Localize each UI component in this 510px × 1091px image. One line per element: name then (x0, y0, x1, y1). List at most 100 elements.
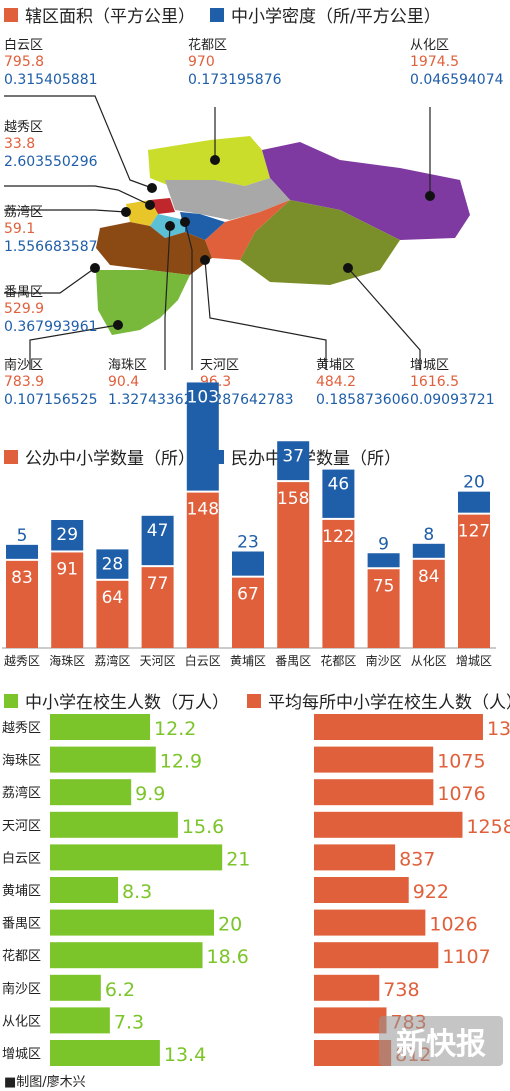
students-value-label: 12.9 (160, 751, 202, 773)
students-value-label: 7.3 (114, 1011, 144, 1033)
avg-legend-swatch (247, 693, 261, 708)
district-density: 0.09093721 (410, 391, 495, 408)
students-value-label: 13.4 (164, 1044, 206, 1066)
district-name: 花都区 (188, 38, 228, 53)
private-value-label: 46 (328, 475, 350, 495)
map-panyu (96, 222, 212, 275)
private-value-label: 29 (56, 525, 78, 545)
district-name: 增城区 (410, 358, 450, 373)
avg-bar (314, 1007, 387, 1034)
avg-value-label: 1386 (487, 718, 510, 740)
district-label: 黄埔区 484.2 0.185873606 (316, 358, 410, 409)
leader-panyu (4, 267, 96, 294)
public-value-label: 148 (187, 500, 219, 520)
students-value-label: 15.6 (182, 816, 224, 838)
students-value-label: 21 (226, 848, 250, 870)
public-bar (51, 552, 84, 648)
hbar-category-label: 白云区 (2, 850, 41, 866)
category-label: 天河区 (140, 654, 176, 668)
private-value-label: 28 (102, 554, 124, 574)
private-bar (6, 544, 38, 559)
students-legend: 中小学在校生人数（万人） (4, 688, 229, 713)
dot-huangpu (200, 255, 210, 265)
map-tianhe (180, 212, 225, 240)
public-legend-label: 公办中小学数量（所） (25, 449, 195, 469)
students-value-label: 6.2 (105, 979, 135, 1001)
public-bar (367, 569, 400, 648)
public-value-label: 75 (373, 576, 395, 596)
district-area: 783.9 (4, 374, 45, 391)
leader-yuexiu (4, 185, 151, 206)
district-area: 484.2 (316, 374, 357, 391)
district-area: 795.8 (4, 54, 45, 71)
district-density: 1.327433628 (108, 391, 202, 408)
map-huangpu (205, 200, 290, 260)
students-bar (50, 942, 203, 969)
avg-bar (314, 1040, 392, 1066)
students-bar (50, 811, 178, 838)
district-density: 0.315405881 (4, 71, 98, 88)
watermark-logo: 新快报 (379, 1016, 503, 1066)
private-bar (322, 469, 355, 518)
dot-huadu (210, 155, 220, 165)
density-legend-swatch (210, 7, 224, 22)
students-legend-swatch (4, 693, 18, 708)
district-label: 从化区 1974.5 0.046594074 (410, 38, 504, 89)
leader-zengcheng (347, 267, 421, 370)
district-area: 33.8 (4, 136, 36, 153)
private-value-label: 47 (147, 521, 169, 541)
district-label: 越秀区 33.8 2.603550296 (4, 120, 98, 171)
avg-value-label: 738 (383, 979, 419, 1001)
district-area: 970 (188, 54, 215, 71)
students-value-label: 12.2 (154, 718, 196, 740)
district-label: 天河区 96.3 1.287642783 (200, 358, 294, 409)
dot-baiyun (147, 183, 157, 193)
map-zengcheng (240, 200, 400, 285)
public-bar (458, 514, 490, 648)
district-label: 番禺区 529.9 0.367993961 (4, 285, 98, 336)
map-huadu (148, 136, 270, 190)
public-bar (96, 580, 129, 648)
dot-nansha (113, 320, 123, 330)
district-area: 1974.5 (410, 54, 459, 71)
district-name: 南沙区 (4, 358, 44, 373)
public-value-label: 83 (11, 568, 33, 588)
hbar-category-label: 越秀区 (2, 721, 41, 736)
private-value-label: 23 (237, 533, 259, 553)
avg-bar (314, 974, 380, 1001)
students-bar (50, 844, 223, 871)
category-label: 花都区 (320, 653, 356, 668)
district-label: 荔湾区 59.1 1.556683587 (4, 205, 98, 256)
public-value-label: 127 (458, 522, 490, 542)
public-legend: 公办中小学数量（所） (4, 444, 195, 469)
leader-haizhu (164, 225, 171, 370)
private-bar (277, 441, 310, 481)
leader-nansha (29, 324, 119, 370)
area-legend-label: 辖区面积（平方公里） (25, 7, 195, 27)
private-value-label: 20 (463, 473, 485, 493)
district-area: 90.4 (108, 374, 140, 391)
district-density: 0.046594074 (410, 71, 504, 88)
public-bar (412, 559, 445, 648)
district-label: 花都区 970 0.173195876 (188, 38, 282, 89)
hbar-category-label: 天河区 (2, 819, 41, 834)
map-conghua (262, 142, 470, 240)
district-density: 1.556683587 (4, 238, 98, 255)
public-value-label: 64 (102, 588, 124, 608)
public-bar (186, 492, 219, 648)
district-name: 从化区 (410, 38, 450, 53)
private-bar (96, 549, 129, 579)
district-label: 白云区 795.8 0.315405881 (4, 38, 98, 89)
private-value-label: 5 (17, 526, 28, 546)
avg-bar (314, 844, 396, 871)
area-legend: 辖区面积（平方公里） (4, 2, 195, 27)
district-density: 0.107156525 (4, 391, 98, 408)
private-bar (186, 382, 219, 491)
leader-liwan (4, 209, 127, 213)
public-bar (277, 482, 310, 648)
map-yuexiu (150, 198, 175, 214)
dot-tianhe (180, 217, 190, 227)
density-legend-label: 中小学密度（所/平方公里） (231, 7, 441, 27)
category-label: 南沙区 (366, 653, 402, 668)
